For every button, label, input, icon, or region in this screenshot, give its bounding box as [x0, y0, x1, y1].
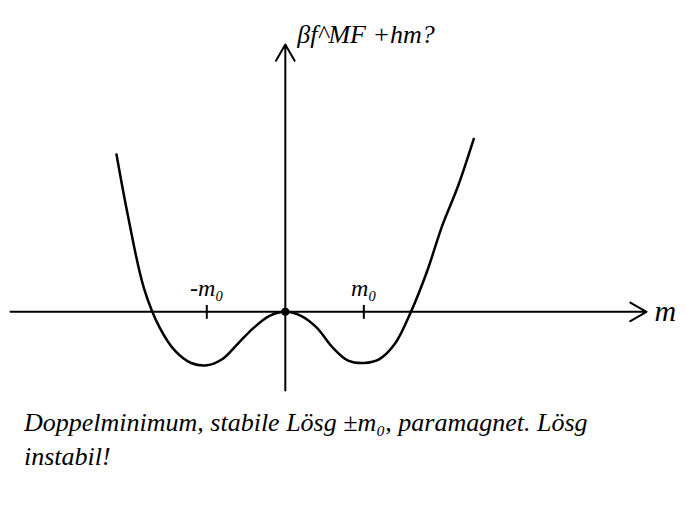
svg-text:βf^MF +hm?: βf^MF +hm?: [296, 20, 435, 49]
svg-text:m₀: m₀: [351, 275, 377, 301]
svg-text:m: m: [655, 294, 677, 327]
svg-text:-m₀: -m₀: [190, 275, 224, 301]
html-text:Doppelminimum, stabile Lösg ±m: Doppelminimum, stabile Lösg ±m₀, paramag…: [24, 408, 588, 471]
